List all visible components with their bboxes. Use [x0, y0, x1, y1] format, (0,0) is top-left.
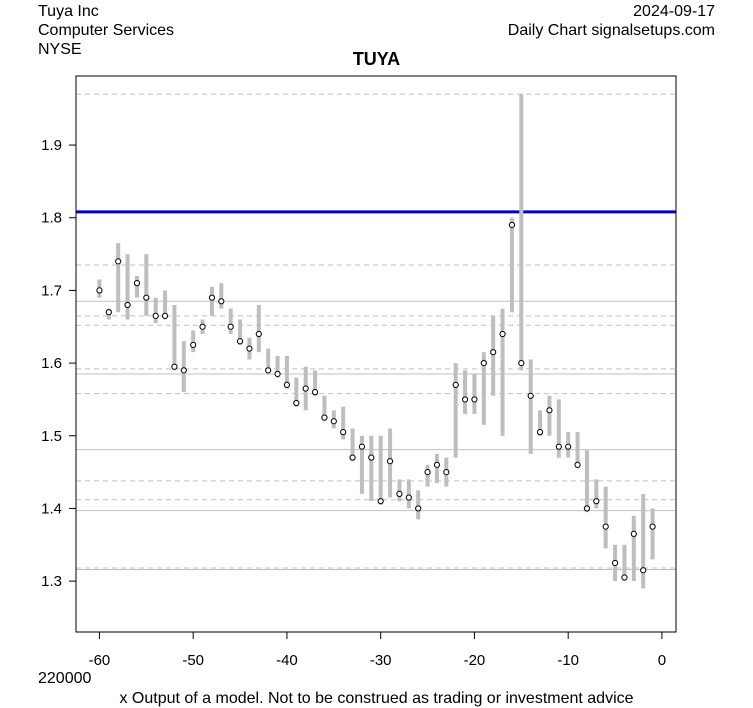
close-point — [527, 392, 534, 399]
y-tick-label: 1.6 — [41, 355, 62, 372]
sector-name: Computer Services — [38, 22, 175, 39]
close-point — [152, 312, 159, 319]
close-point — [555, 443, 562, 450]
close-point — [424, 469, 431, 476]
y-tick-label: 1.8 — [41, 210, 62, 227]
close-point — [236, 338, 244, 345]
close-point — [640, 567, 647, 574]
close-point — [171, 363, 178, 370]
close-point — [490, 349, 497, 356]
close-point — [518, 359, 525, 367]
axes: 1.3 1.4 1.5 1.6 1.7 1.8 1.9 -60 -50 -40 -30 -20 -10 0 — [41, 137, 666, 669]
plot-frame — [75, 75, 677, 633]
close-point — [321, 414, 328, 421]
close-point — [611, 559, 619, 567]
x-tick-label: -60 — [89, 652, 111, 669]
close-point — [265, 367, 272, 374]
close-point — [227, 323, 234, 330]
close-point — [593, 498, 600, 505]
chart-title: TUYA — [352, 49, 401, 69]
y-tick-label: 1.9 — [41, 137, 62, 154]
close-point — [621, 574, 628, 581]
close-point — [199, 323, 206, 330]
y-tick-label: 1.3 — [41, 573, 62, 590]
close-point — [105, 309, 112, 316]
close-point — [255, 330, 262, 338]
close-point — [368, 454, 375, 461]
close-point — [630, 530, 637, 537]
x-tick-label: 0 — [658, 652, 666, 669]
close-point — [602, 523, 609, 530]
close-point — [583, 505, 591, 512]
volume-label: 220000 — [38, 670, 92, 687]
close-point — [208, 294, 216, 301]
close-point — [546, 407, 553, 414]
close-point — [461, 396, 469, 403]
close-point — [452, 381, 459, 388]
close-point — [340, 429, 347, 436]
close-point — [218, 298, 225, 305]
close-point — [405, 494, 412, 501]
close-point — [433, 461, 441, 468]
close-point — [96, 287, 103, 294]
close-point — [274, 370, 281, 378]
chart-source: Daily Chart signalsetups.com — [507, 22, 715, 39]
exchange-name: NYSE — [38, 41, 82, 58]
close-point — [283, 381, 291, 388]
close-point — [143, 294, 150, 301]
close-point — [358, 443, 366, 450]
close-point — [443, 469, 450, 476]
close-point — [415, 505, 422, 512]
close-points — [96, 221, 656, 581]
close-point — [480, 359, 487, 367]
disclaimer: x Output of a model. Not to be construed… — [119, 690, 634, 707]
chart-date: 2024-09-17 — [633, 3, 715, 20]
close-point — [133, 280, 141, 287]
x-tick-label: -20 — [464, 652, 486, 669]
close-point — [293, 399, 300, 407]
close-point — [115, 258, 122, 265]
close-point — [386, 458, 394, 465]
x-tick-label: -30 — [370, 652, 392, 669]
close-point — [190, 341, 197, 349]
close-point — [574, 461, 581, 468]
close-point — [471, 396, 478, 403]
close-point — [508, 221, 516, 229]
y-tick-label: 1.4 — [41, 500, 62, 517]
y-tick-label: 1.5 — [41, 428, 62, 445]
close-point — [536, 429, 544, 436]
close-point — [330, 418, 337, 425]
close-point — [396, 490, 403, 498]
close-point — [124, 301, 131, 309]
close-point — [302, 385, 309, 392]
x-tick-label: -40 — [276, 652, 298, 669]
close-point — [499, 330, 506, 338]
x-tick-label: -10 — [557, 652, 579, 669]
close-point — [246, 345, 253, 352]
close-point — [649, 523, 656, 530]
y-tick-label: 1.7 — [41, 282, 62, 299]
company-name: Tuya Inc — [38, 3, 99, 20]
close-point — [180, 367, 187, 374]
range-bars — [97, 94, 655, 589]
x-tick-label: -50 — [182, 652, 204, 669]
close-point — [161, 312, 169, 319]
close-point — [377, 498, 384, 505]
close-point — [349, 454, 356, 461]
close-point — [565, 443, 572, 450]
close-point — [311, 389, 319, 396]
